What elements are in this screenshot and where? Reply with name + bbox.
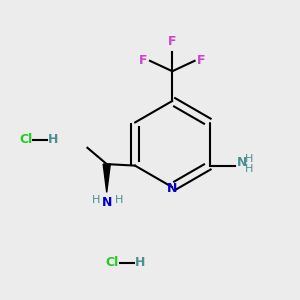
Text: H: H	[92, 195, 100, 205]
Text: H: H	[115, 195, 123, 205]
Text: Cl: Cl	[19, 133, 32, 146]
Text: Cl: Cl	[105, 256, 119, 269]
Text: N: N	[237, 156, 248, 169]
Polygon shape	[103, 164, 110, 192]
Text: H: H	[48, 133, 59, 146]
Text: N: N	[167, 182, 178, 195]
Text: H: H	[244, 164, 253, 174]
Text: F: F	[197, 54, 206, 67]
Text: N: N	[102, 196, 112, 209]
Text: F: F	[139, 54, 148, 67]
Text: H: H	[134, 256, 145, 269]
Text: H: H	[244, 154, 253, 164]
Text: F: F	[168, 35, 176, 48]
